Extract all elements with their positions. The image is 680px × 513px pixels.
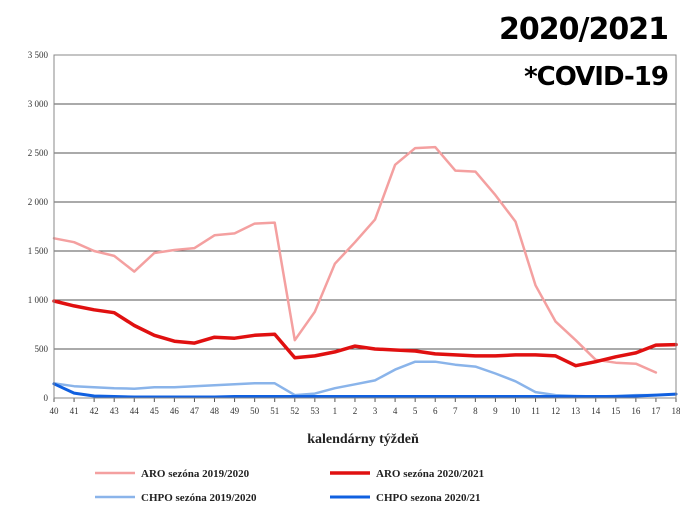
x-tick-label: 18 <box>672 406 680 416</box>
legend: ARO sezóna 2019/2020 ARO sezóna 2020/2021… <box>95 468 484 504</box>
x-tick-label: 10 <box>511 406 521 416</box>
y-tick-label: 1 500 <box>28 246 49 256</box>
x-tick-label: 50 <box>250 406 260 416</box>
y-tick-label: 2 500 <box>28 148 49 158</box>
y-tick-label: 2 000 <box>28 197 49 207</box>
x-tick-label: 46 <box>170 406 180 416</box>
x-axis-label: kalendárny týždeň <box>307 432 419 447</box>
x-tick-label: 49 <box>230 406 240 416</box>
x-tick-label: 45 <box>150 406 160 416</box>
series-line-0 <box>52 145 658 374</box>
legend-label: CHPO sezóna 2019/2020 <box>141 492 257 504</box>
y-tick-label: 500 <box>35 344 49 354</box>
y-tick-label: 3 500 <box>28 50 49 60</box>
x-tick-label: 9 <box>493 406 498 416</box>
x-tick-label: 6 <box>433 406 438 416</box>
y-tick-label: 1 000 <box>28 295 49 305</box>
covid-note: *COVID-19 <box>524 62 669 92</box>
x-tick-label: 48 <box>210 406 220 416</box>
series-lines <box>52 145 678 399</box>
plot-frame <box>53 54 677 399</box>
x-tick-label: 42 <box>90 406 99 416</box>
x-tick-label: 8 <box>473 406 478 416</box>
x-tick-label: 5 <box>413 406 418 416</box>
x-tick-label: 11 <box>531 406 540 416</box>
series-line-2 <box>52 360 658 398</box>
x-tick-label: 52 <box>290 406 299 416</box>
x-tick-label: 1 <box>333 406 338 416</box>
x-tick-label: 17 <box>651 406 661 416</box>
series-line-1 <box>52 299 678 368</box>
y-tick-label: 0 <box>44 393 49 403</box>
x-tick-label: 12 <box>551 406 560 416</box>
y-tick-label: 3 000 <box>28 99 49 109</box>
x-tick-label: 41 <box>70 406 79 416</box>
x-tick-label: 3 <box>373 406 378 416</box>
x-tick-label: 7 <box>453 406 458 416</box>
season-title: 2020/2021 <box>499 12 669 47</box>
legend-label: CHPO sezona 2020/21 <box>376 492 481 504</box>
x-axis-ticks: 40 41 42 43 44 45 46 47 48 49 50 51 52 53 1 2 3 4 5 6 7 8 9 10 1… <box>50 398 680 416</box>
x-tick-label: 13 <box>571 406 581 416</box>
x-tick-label: 51 <box>270 406 279 416</box>
x-tick-label: 53 <box>310 406 320 416</box>
x-tick-label: 40 <box>50 406 60 416</box>
series-line-3 <box>52 382 678 399</box>
x-tick-label: 14 <box>591 406 601 416</box>
legend-label: ARO sezóna 2019/2020 <box>141 468 250 480</box>
x-tick-label: 16 <box>631 406 641 416</box>
x-tick-label: 47 <box>190 406 200 416</box>
legend-label: ARO sezóna 2020/2021 <box>376 468 484 480</box>
x-tick-label: 15 <box>611 406 621 416</box>
x-tick-label: 43 <box>110 406 120 416</box>
gridlines <box>54 54 676 399</box>
x-tick-label: 2 <box>353 406 358 416</box>
x-tick-label: 4 <box>393 406 398 416</box>
x-tick-label: 44 <box>130 406 140 416</box>
y-axis-ticks: 0 500 1 000 1 500 2 000 2 500 3 000 3 500 <box>28 50 49 403</box>
